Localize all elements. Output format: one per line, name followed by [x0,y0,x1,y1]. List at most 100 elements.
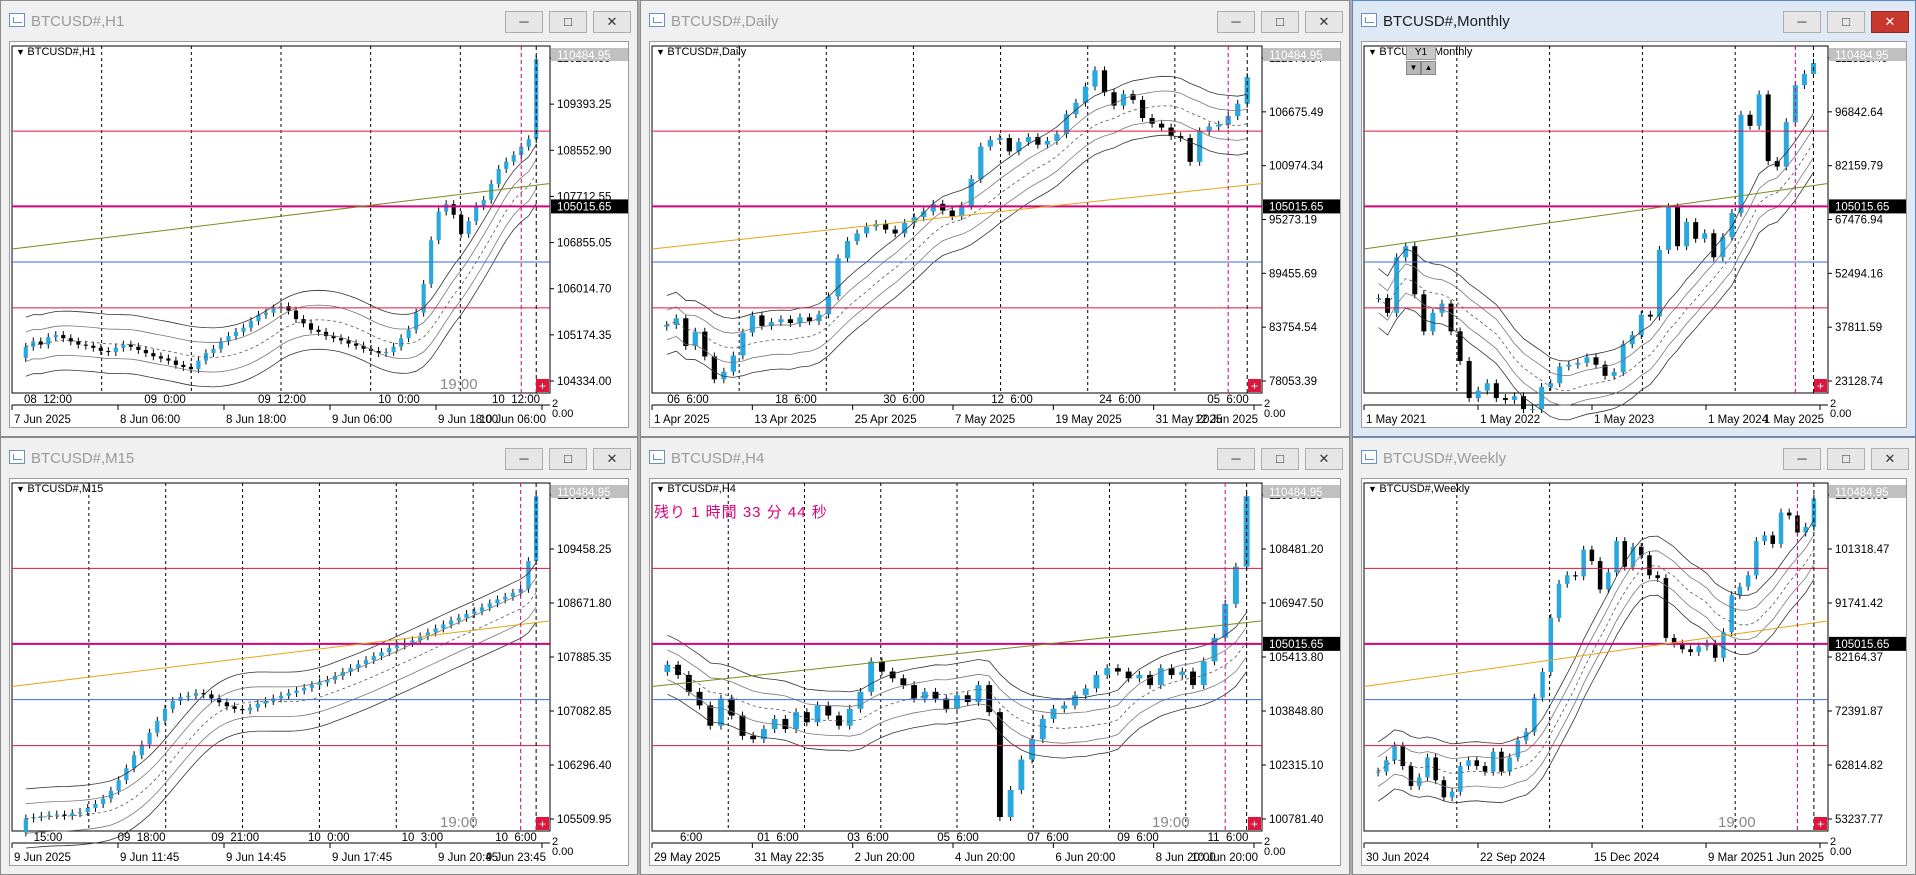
high-price-badge [1829,48,1906,61]
chart-window[interactable]: BTCUSD#,Weekly─□✕110895.05101318.4791741… [1352,437,1916,875]
candle [391,346,396,353]
candle [1803,526,1808,533]
chart-svg[interactable]: 111525.4096842.6482159.7967476.9452494.1… [1362,42,1907,428]
chart-window-icon [1361,450,1377,464]
candle [1430,312,1436,332]
candle [1663,578,1669,638]
candle [1530,409,1536,411]
add-alert-button[interactable] [1248,379,1261,392]
candle [1206,126,1212,132]
add-alert-button[interactable] [1814,817,1827,830]
arrow-up-icon[interactable]: ▲ [1421,61,1436,75]
candle [1737,586,1743,596]
maximize-button[interactable]: □ [549,11,587,33]
chart-window-icon [1361,13,1377,27]
candle [964,695,971,703]
maximize-button[interactable]: □ [1261,448,1299,470]
date-tick-label: 9 Jun 20:45 [438,852,498,864]
price-tick-label: 67476.94 [1835,215,1884,227]
add-alert-button[interactable] [536,817,549,830]
add-alert-button[interactable] [1248,817,1261,830]
chart-area[interactable]: 110895.05101318.4791741.4282164.3772391.… [1361,478,1907,866]
trend-line[interactable] [11,182,551,250]
high-price-badge [1263,485,1340,498]
candle [459,214,464,234]
trend-line[interactable] [11,620,551,688]
close-button[interactable]: ✕ [1305,448,1343,470]
trend-line[interactable] [1363,620,1829,688]
window-titlebar[interactable]: BTCUSD#,Weekly ─ □ ✕ [1353,438,1915,478]
chart-window[interactable]: BTCUSD#,Daily─□✕112376.64106675.49100974… [640,0,1350,437]
candle [1114,668,1121,672]
trend-line[interactable] [1363,182,1829,250]
add-alert-button[interactable] [536,379,549,392]
price-tick-label: 108552.90 [557,145,611,157]
price-tick-label: 108671.80 [557,598,611,610]
candle [816,314,822,322]
bid-price-badge [1263,199,1340,214]
period-switcher[interactable]: Y1 ▼ ▲ [1406,46,1436,75]
date-tick-label: 8 Jun 20:00 [1156,852,1216,864]
minimize-button[interactable]: ─ [1217,11,1255,33]
candle [1745,575,1751,587]
candle [256,314,261,322]
window-titlebar[interactable]: BTCUSD#,H1 ─ □ ✕ [1,1,637,41]
chart-area[interactable]: 112376.64106675.49100974.3495273.1989455… [649,41,1341,428]
chart-svg[interactable]: 110260.75109458.25108671.80107885.351070… [10,479,629,866]
chart-area[interactable]: 110260.75109458.25108671.80107885.351070… [9,478,629,866]
maximize-button[interactable]: □ [1827,448,1865,470]
maximize-button[interactable]: □ [1827,11,1865,33]
maximize-button[interactable]: □ [549,448,587,470]
time-tick-label: 10_12:00 [492,394,540,406]
close-button[interactable]: ✕ [1871,448,1909,470]
chart-svg[interactable]: 110895.05101318.4791741.4282164.3772391.… [1362,479,1907,866]
lower-inner-band [25,188,537,373]
candle [46,337,51,345]
candle [1539,386,1545,410]
candle [778,319,784,323]
candle [740,332,746,356]
add-alert-button[interactable] [1814,379,1827,392]
candle [338,338,344,341]
candle [1589,549,1595,562]
candle [1532,697,1537,732]
candle [1548,617,1554,673]
candle [68,338,73,342]
chart-window[interactable]: BTCUSD#,H4─□✕110046.20108481.20106947.50… [640,437,1350,875]
price-tick-label: 101318.47 [1835,544,1889,556]
candle [1216,124,1222,127]
close-button[interactable]: ✕ [1305,11,1343,33]
close-button[interactable]: ✕ [1871,11,1909,33]
candle [1729,595,1734,633]
close-button[interactable]: ✕ [593,448,631,470]
chart-area[interactable]: 110233.60109393.25108552.90107712.551068… [9,41,629,428]
window-titlebar[interactable]: BTCUSD#,M15 ─ □ ✕ [1,438,637,478]
window-titlebar[interactable]: BTCUSD#,Monthly ─ □ ✕ [1353,1,1915,41]
chart-window[interactable]: BTCUSD#,M15─□✕110260.75109458.25108671.8… [0,437,638,875]
chart-area[interactable]: 110046.20108481.20106947.50105413.801038… [649,478,1341,866]
chart-area[interactable]: 111525.4096842.6482159.7967476.9452494.1… [1361,41,1907,428]
candle [1754,541,1759,576]
minimize-button[interactable]: ─ [1217,448,1255,470]
chart-svg[interactable]: 110233.60109393.25108552.90107712.551068… [10,42,629,428]
candle [1158,123,1165,128]
candle [510,592,516,597]
arrow-down-icon[interactable]: ▼ [1406,61,1421,75]
maximize-button[interactable]: □ [1261,11,1299,33]
minimize-button[interactable]: ─ [505,11,543,33]
chart-svg[interactable]: 112376.64106675.49100974.3495273.1989455… [650,42,1341,428]
minimize-button[interactable]: ─ [505,448,543,470]
close-button[interactable]: ✕ [593,11,631,33]
chart-svg[interactable]: 110046.20108481.20106947.50105413.801038… [650,479,1341,866]
candle [188,366,193,370]
candle [1225,116,1231,125]
minimize-button[interactable]: ─ [1783,11,1821,33]
chart-window[interactable]: BTCUSD#,Monthly─□✕111525.4096842.6482159… [1352,0,1916,437]
minimize-button[interactable]: ─ [1783,448,1821,470]
window-titlebar[interactable]: BTCUSD#,Daily ─ □ ✕ [641,1,1349,41]
window-titlebar[interactable]: BTCUSD#,H4 ─ □ ✕ [641,438,1349,478]
candle [1054,134,1060,141]
trend-line[interactable] [651,182,1263,250]
trend-line[interactable] [651,620,1263,688]
chart-window[interactable]: BTCUSD#,H1─□✕110233.60109393.25108552.90… [0,0,638,437]
